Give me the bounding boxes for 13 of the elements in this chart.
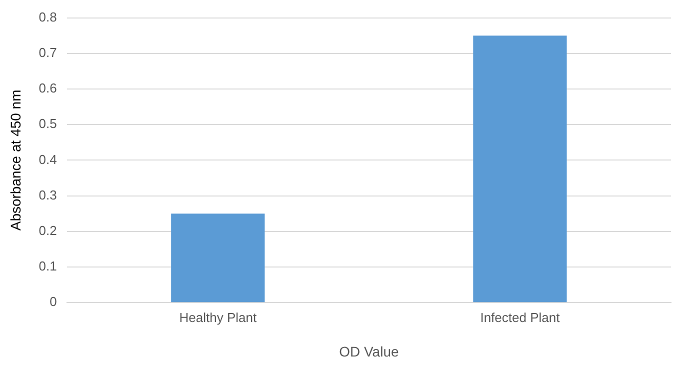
x-tick-label: Infected Plant: [480, 310, 560, 325]
x-axis-title: OD Value: [339, 343, 399, 360]
x-tick-label: Healthy Plant: [179, 310, 257, 325]
y-tick-label: 0.1: [38, 258, 57, 274]
y-tick-label: 0.6: [38, 80, 57, 96]
y-tick-label: 0.2: [38, 222, 57, 238]
y-axis-title: Absorbance at 450 nm: [7, 90, 24, 231]
y-tick-label: 0.3: [38, 187, 57, 202]
y-tick-label: 0.7: [38, 44, 57, 60]
y-tick-label: 0.4: [38, 152, 57, 167]
y-tick-label: 0.8: [38, 9, 57, 24]
y-tick-label: 0.5: [38, 116, 57, 132]
y-tick-label: 0: [50, 294, 57, 310]
